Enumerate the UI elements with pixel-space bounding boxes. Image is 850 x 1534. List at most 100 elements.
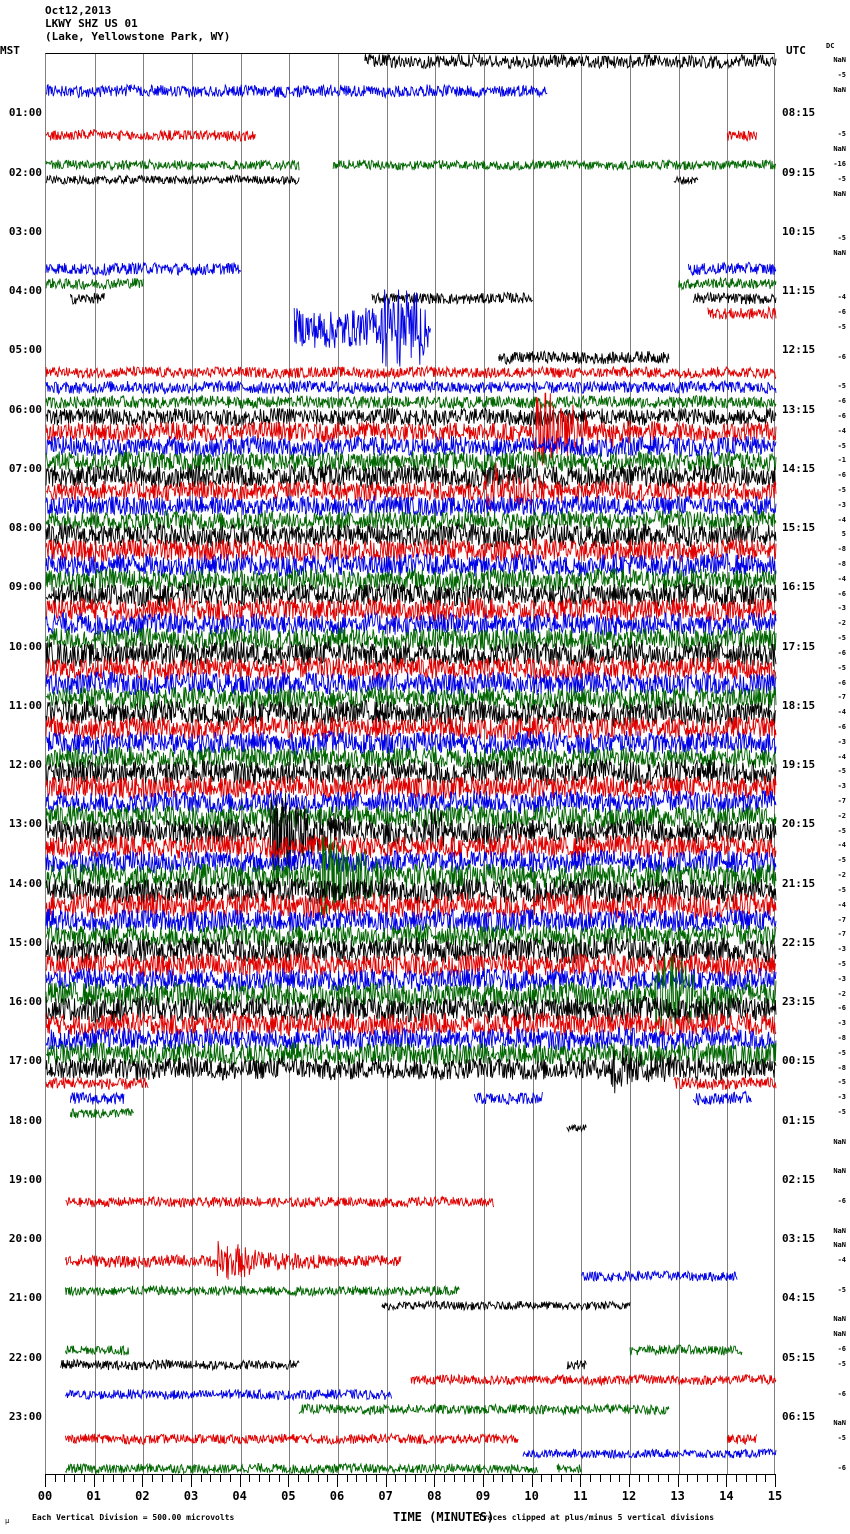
x-tick <box>648 1475 650 1482</box>
x-tick <box>337 1475 338 1487</box>
x-tick <box>346 1475 348 1482</box>
dc-value-2045: -5 <box>837 1285 846 1294</box>
mst-label-0200: 02:00 <box>8 165 42 179</box>
header-date: Oct12,2013 <box>45 4 112 17</box>
x-tick <box>278 1475 280 1482</box>
dc-value-1630: -8 <box>837 1034 846 1043</box>
trace-0330 <box>45 261 242 277</box>
x-tick-label-02: 02 <box>135 1489 150 1503</box>
dc-value-1245: -2 <box>837 811 846 820</box>
trace-1045 <box>45 686 777 711</box>
x-tick <box>726 1475 728 1487</box>
x-tick <box>298 1475 300 1482</box>
x-tick <box>502 1475 504 1482</box>
x-tick <box>444 1475 446 1482</box>
x-tick-label-14: 14 <box>719 1489 734 1503</box>
micro-symbol: μ <box>5 1517 10 1525</box>
x-tick <box>268 1475 270 1482</box>
trace-0115 <box>45 128 256 142</box>
trace-2230 <box>65 1388 392 1402</box>
x-tick <box>317 1475 319 1482</box>
trace-2030 <box>580 1269 738 1283</box>
trace-1700 <box>45 1045 777 1094</box>
trace-2145 <box>629 1343 743 1357</box>
dc-value-2115: NaN <box>833 1315 846 1324</box>
dc-value-0530: -5 <box>837 382 846 391</box>
trace-1230 <box>45 789 777 815</box>
x-tick <box>113 1475 115 1482</box>
dc-value-0200: -5 <box>837 174 846 183</box>
x-tick <box>366 1475 368 1482</box>
trace-0330 <box>687 261 777 277</box>
x-tick <box>551 1475 553 1482</box>
trace-1715 <box>673 1076 777 1090</box>
header-location: (Lake, Yellowstone Park, WY) <box>45 30 231 43</box>
utc-label-1315: 13:15 <box>782 402 816 416</box>
x-tick <box>492 1475 494 1482</box>
utc-label-0515: 05:15 <box>782 1350 816 1364</box>
dc-value-0645: -1 <box>837 456 846 465</box>
dc-value-2300: NaN <box>833 1419 846 1428</box>
utc-label-1215: 12:15 <box>782 343 816 357</box>
dc-value-1445: -7 <box>837 930 846 939</box>
dc-value-1030: -6 <box>837 678 846 687</box>
trace-2215 <box>410 1373 777 1387</box>
x-tick <box>132 1475 134 1482</box>
trace-1300 <box>45 793 777 871</box>
trace-0900 <box>45 582 777 608</box>
trace-2200 <box>60 1358 300 1372</box>
mst-label-1400: 14:00 <box>8 876 42 890</box>
mst-label-1600: 16:00 <box>8 995 42 1008</box>
trace-1730 <box>473 1092 543 1106</box>
utc-label-2315: 23:15 <box>782 995 816 1008</box>
trace-2315 <box>65 1432 519 1446</box>
x-tick <box>755 1475 757 1482</box>
x-tick <box>658 1475 660 1482</box>
utc-label-0315: 03:15 <box>782 1232 816 1245</box>
dc-value-1715: -5 <box>837 1078 846 1087</box>
trace-1500 <box>45 935 777 965</box>
dc-value-1100: -4 <box>837 708 846 717</box>
dc-value-1215: -3 <box>837 782 846 791</box>
trace-0715 <box>45 463 777 512</box>
dc-value-2230: -6 <box>837 1389 846 1398</box>
utc-label-1915: 19:15 <box>782 758 816 771</box>
trace-0000 <box>364 52 777 70</box>
x-tick <box>45 1475 46 1487</box>
dc-value-0545: -6 <box>837 397 846 406</box>
mst-label-1800: 18:00 <box>8 1113 42 1127</box>
dc-value-2000: NaN <box>833 1241 846 1250</box>
dc-value-0930: -2 <box>837 619 846 628</box>
x-tick <box>93 1475 95 1487</box>
trace-1600 <box>45 995 777 1024</box>
mst-label-2000: 20:00 <box>8 1232 42 1245</box>
trace-0945 <box>45 626 777 653</box>
mst-label-1700: 17:00 <box>8 1054 42 1068</box>
x-tick <box>191 1475 192 1487</box>
x-tick <box>122 1475 124 1482</box>
dc-value-2130: NaN <box>833 1330 846 1339</box>
mst-label-1000: 10:00 <box>8 639 42 653</box>
x-tick <box>638 1475 640 1482</box>
grid-line-minute-3 <box>192 54 193 1474</box>
x-tick <box>54 1475 56 1482</box>
dc-value-1545: -2 <box>837 989 846 998</box>
mst-label-1100: 11:00 <box>8 698 42 712</box>
x-tick <box>570 1475 572 1482</box>
x-tick <box>453 1475 455 1482</box>
x-axis-title: TIME (MINUTES) <box>393 1510 495 1524</box>
dc-value-1430: -7 <box>837 915 846 924</box>
trace-2145 <box>65 1345 130 1356</box>
grid-line-minute-9 <box>484 54 485 1474</box>
x-tick <box>590 1475 592 1482</box>
trace-0400 <box>692 291 777 305</box>
trace-0815 <box>45 538 777 563</box>
dc-value-0015: -5 <box>837 71 846 80</box>
x-tick <box>745 1475 747 1482</box>
dc-value-0115: -5 <box>837 130 846 139</box>
dc-value-0830: -8 <box>837 560 846 569</box>
x-tick-label-07: 07 <box>378 1489 393 1503</box>
trace-0345 <box>45 277 144 291</box>
dc-value-1700: -8 <box>837 1063 846 1072</box>
dc-value-2315: -5 <box>837 1433 846 1442</box>
